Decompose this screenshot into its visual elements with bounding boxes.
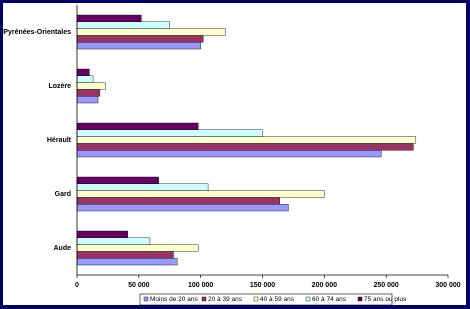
x-tick-label: 200 000: [312, 282, 337, 289]
bar: [76, 68, 90, 77]
bar: [76, 230, 128, 239]
bar: [76, 14, 142, 23]
bar: [76, 244, 199, 252]
legend-swatch: [357, 296, 363, 302]
y-tick-label: Hérault: [47, 137, 72, 144]
bar: [76, 75, 94, 83]
bar: [76, 237, 151, 245]
bar: [76, 258, 178, 266]
bar: [76, 203, 289, 212]
bar: [76, 176, 159, 185]
legend-label: Moins de 20 ans: [150, 296, 198, 303]
x-tick-label: 150 000: [250, 282, 275, 289]
bar: [76, 35, 204, 43]
y-tick-label: Gard: [55, 191, 71, 198]
legend-box: [139, 293, 393, 306]
x-tick-label: 0: [75, 282, 79, 289]
legend-label: 60 à 74 ans: [312, 296, 347, 303]
x-tick-label: 100 000: [188, 282, 213, 289]
bar: [76, 89, 101, 97]
legend-swatch: [305, 296, 311, 302]
bar: [76, 197, 281, 205]
legend: Moins de 20 ans 20 à 39 ans 40 à 59 ans 60 …: [139, 293, 407, 306]
bar: [76, 122, 199, 131]
legend-swatch: [143, 296, 149, 302]
bar: [76, 28, 226, 36]
bar: [76, 129, 263, 137]
legend-label: 75 ans ou plus: [364, 296, 407, 303]
y-tick-label: Pyrénées-Orientales: [3, 29, 71, 36]
bar: [76, 251, 174, 259]
legend-label: 40 à 59 ans: [260, 296, 295, 303]
bar: [76, 149, 382, 158]
bar: [76, 143, 414, 151]
bar: [76, 42, 201, 50]
legend-swatch: [253, 296, 259, 302]
bar: [76, 136, 417, 144]
y-tick-label: Lozère: [48, 83, 71, 90]
legend-label: 20 à 39 ans: [208, 296, 243, 303]
y-tick-label: Aude: [54, 245, 72, 252]
bar: [76, 183, 209, 191]
bar: [76, 190, 325, 198]
bar: [76, 21, 170, 29]
x-tick-label: 300 000: [435, 282, 460, 289]
bar: [76, 82, 106, 90]
legend-swatch: [201, 296, 207, 302]
x-tick-label: 50 000: [128, 282, 150, 289]
x-tick-label: 250 000: [374, 282, 399, 289]
bar: [76, 95, 99, 104]
